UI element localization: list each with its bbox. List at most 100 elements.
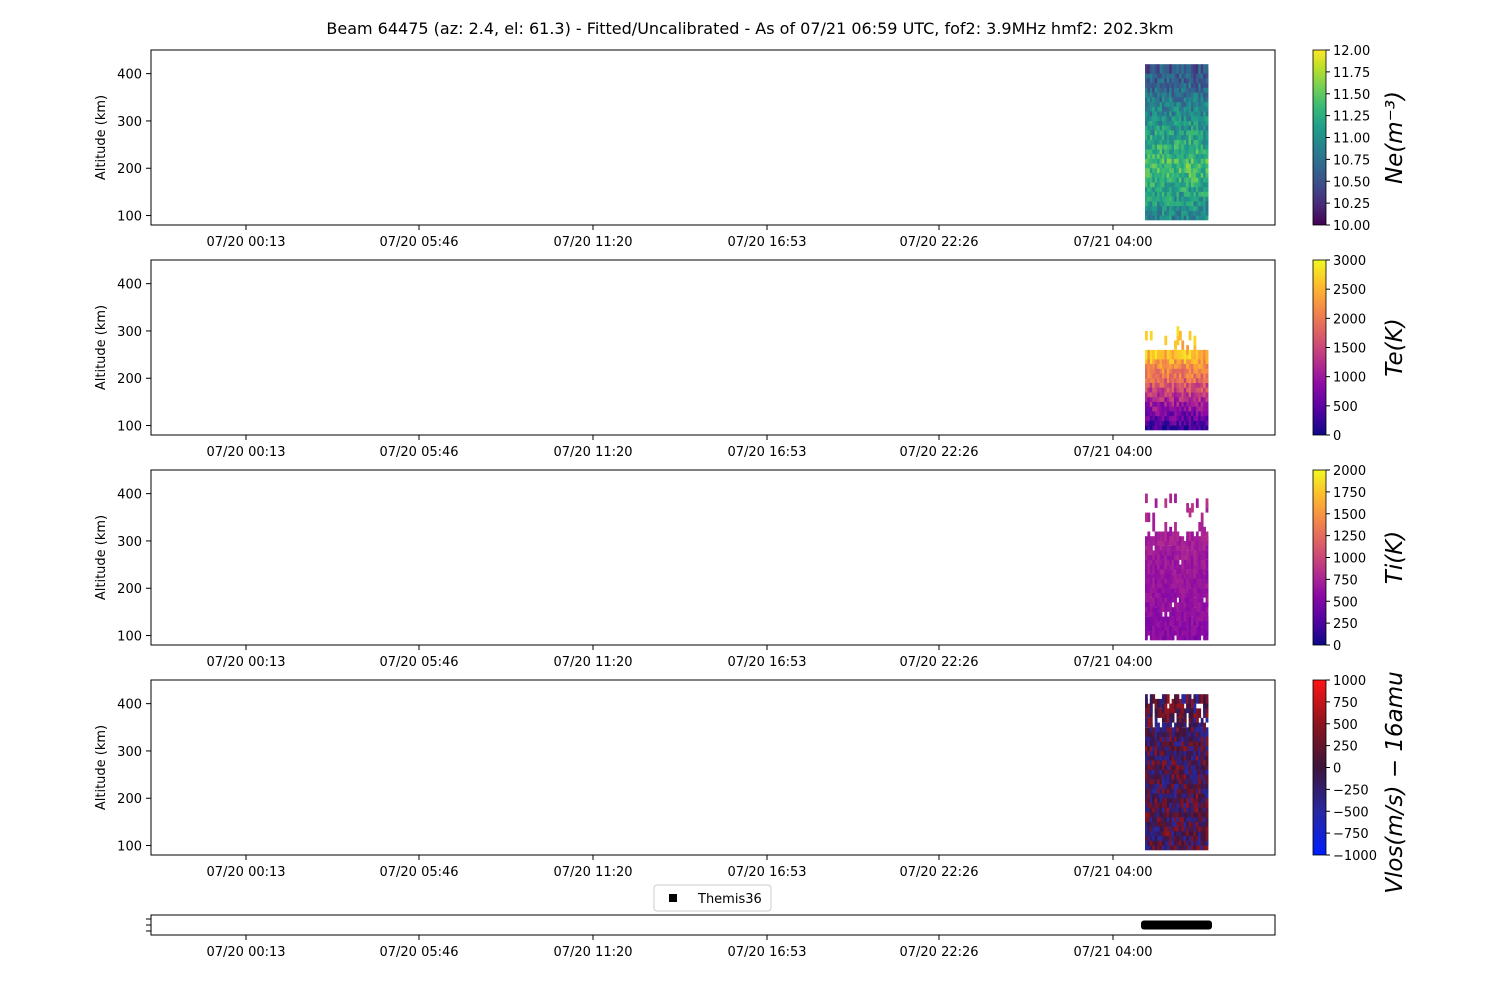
- heatmap-cell: [1181, 154, 1185, 164]
- heatmap-cell: [1193, 397, 1197, 407]
- heatmap-cell: [1183, 803, 1187, 813]
- heatmap-cell: [1154, 698, 1158, 709]
- heatmap-cell: [1166, 817, 1170, 827]
- panel-ne: 100 200 300 400 Altitude (km) 07/20 00:13 07/2…: [94, 44, 1408, 250]
- heatmap-cell: [1176, 364, 1180, 374]
- heatmap-cell: [1149, 545, 1153, 556]
- heatmap-cell: [1205, 201, 1209, 211]
- heatmap-cell: [1181, 769, 1185, 780]
- heatmap-cell: [1205, 187, 1209, 197]
- heatmap-cell: [1152, 154, 1156, 164]
- heatmap-cell: [1149, 349, 1153, 360]
- heatmap-cell: [1154, 531, 1158, 541]
- heatmap-cell: [1178, 564, 1182, 575]
- heatmap-cell: [1181, 621, 1185, 631]
- heatmap-cell: [1152, 364, 1156, 374]
- heatmap-cell: [1169, 411, 1173, 421]
- heatmap-cell: [1147, 717, 1151, 728]
- heatmap-cell: [1171, 559, 1175, 570]
- heatmap-cell: [1178, 383, 1182, 393]
- heatmap-cell: [1176, 125, 1180, 136]
- heatmap-cell: [1191, 559, 1194, 570]
- heatmap-cell: [1149, 92, 1153, 103]
- heatmap-cell: [1178, 92, 1182, 103]
- heatmap-cell: [1203, 201, 1206, 211]
- heatmap-cell: [1198, 559, 1202, 570]
- heatmap-cell: [1181, 593, 1185, 603]
- heatmap-cell: [1176, 106, 1180, 117]
- heatmap-cell: [1178, 154, 1182, 164]
- heatmap-cell: [1203, 383, 1206, 393]
- heatmap-cell: [1186, 736, 1190, 747]
- y-axis-label: Altitude (km): [94, 305, 109, 390]
- heatmap-cell: [1195, 92, 1199, 103]
- heatmap-cell: [1195, 694, 1199, 704]
- heatmap-cell: [1183, 621, 1187, 631]
- heatmap-cell: [1169, 588, 1173, 598]
- heatmap-cell: [1147, 173, 1151, 183]
- heatmap-cell: [1174, 139, 1177, 150]
- colorbar-tick-label: 11.00: [1333, 132, 1370, 147]
- heatmap-cell: [1159, 397, 1163, 407]
- heatmap-cell: [1191, 125, 1194, 136]
- heatmap-cell: [1176, 92, 1180, 103]
- colorbar-tick-label: 2000: [1333, 464, 1366, 479]
- heatmap-cell: [1188, 78, 1192, 88]
- heatmap-cell: [1181, 831, 1185, 841]
- heatmap-cell: [1171, 550, 1175, 560]
- heatmap-cell: [1198, 173, 1202, 183]
- heatmap-cell: [1159, 559, 1163, 570]
- heatmap-cell: [1174, 831, 1177, 841]
- heatmap-cell: [1164, 755, 1168, 766]
- heatmap-cell: [1186, 106, 1190, 117]
- heatmap-cell: [1188, 364, 1192, 374]
- heatmap-cell: [1174, 411, 1177, 421]
- heatmap-cell: [1200, 64, 1204, 74]
- heatmap-cell: [1157, 593, 1160, 603]
- heatmap-cell: [1171, 803, 1175, 813]
- heatmap-cell: [1203, 397, 1206, 407]
- heatmap-cell: [1145, 559, 1148, 570]
- heatmap-cell: [1188, 621, 1192, 631]
- heatmap-cell: [1145, 784, 1148, 794]
- heatmap-cell: [1198, 106, 1202, 117]
- heatmap-cell: [1203, 536, 1206, 546]
- heatmap-cell: [1191, 64, 1194, 74]
- heatmap-cell: [1176, 383, 1180, 393]
- heatmap-cell: [1166, 708, 1170, 718]
- heatmap-cell: [1169, 574, 1173, 584]
- heatmap-cell: [1147, 187, 1151, 197]
- heatmap-cell: [1176, 755, 1180, 766]
- heatmap-cell: [1145, 397, 1148, 407]
- heatmap-cell: [1145, 755, 1148, 766]
- heatmap-cell: [1203, 545, 1206, 556]
- heatmap-cell: [1193, 345, 1197, 355]
- heatmap-cell: [1149, 64, 1153, 74]
- heatmap-cell: [1186, 574, 1190, 584]
- heatmap-cell: [1181, 736, 1185, 747]
- heatmap-cell: [1159, 817, 1163, 827]
- heatmap-cell: [1174, 349, 1177, 360]
- heatmap-cell: [1161, 92, 1165, 103]
- x-tick-label: 07/20 05:46: [379, 865, 458, 880]
- heatmap-cell: [1186, 727, 1190, 737]
- heatmap-cell: [1166, 722, 1170, 733]
- heatmap-cell: [1188, 607, 1192, 617]
- heatmap-cell: [1149, 708, 1153, 718]
- heatmap-cell: [1191, 139, 1194, 150]
- heatmap-cell: [1174, 173, 1177, 183]
- heatmap-cell: [1176, 784, 1180, 794]
- heatmap-cell: [1200, 106, 1204, 117]
- heatmap-cell: [1176, 201, 1180, 211]
- x-tick-label: 07/20 05:46: [379, 445, 458, 460]
- heatmap-cell: [1181, 602, 1185, 612]
- heatmap-cell: [1169, 593, 1173, 603]
- heatmap-cell: [1161, 531, 1165, 541]
- heatmap-cell: [1164, 154, 1168, 164]
- heatmap-cell: [1193, 187, 1197, 197]
- heatmap-cell: [1203, 722, 1206, 733]
- heatmap-cell: [1169, 736, 1173, 747]
- heatmap-cell: [1191, 383, 1194, 393]
- y-tick-label: 200: [117, 582, 142, 597]
- heatmap-cell: [1154, 498, 1158, 508]
